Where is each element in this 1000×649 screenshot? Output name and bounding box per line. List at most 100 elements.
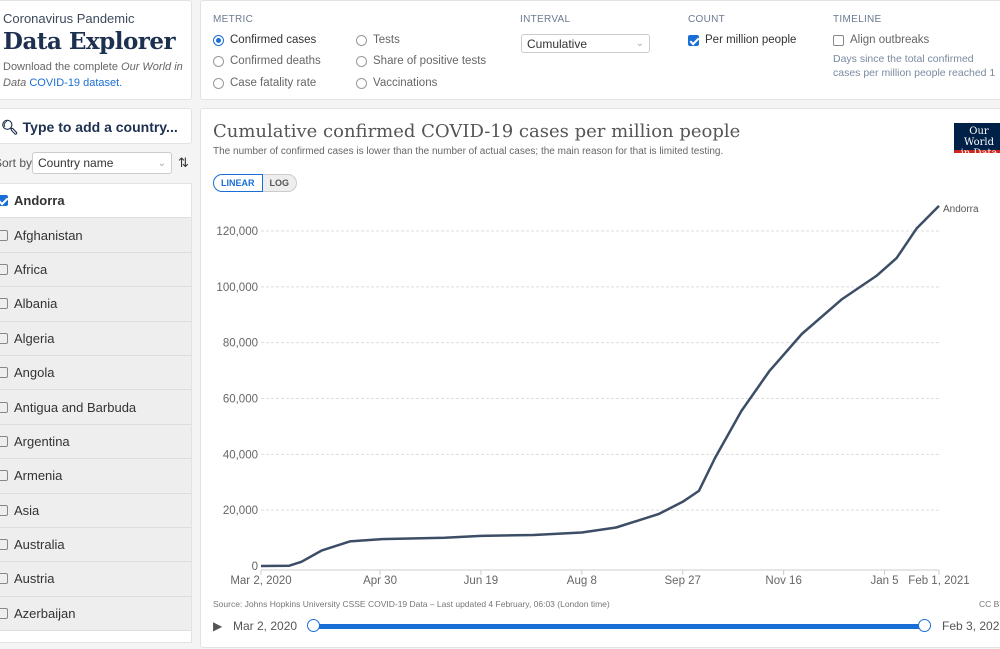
country-item[interactable]: Azerbaijan (0, 596, 191, 632)
checkbox-icon[interactable] (0, 607, 8, 619)
sort-order-icon[interactable]: ⇅ (178, 155, 189, 170)
interval-value: Cumulative (527, 36, 588, 51)
y-tick-label: 40,000 (223, 449, 258, 461)
play-icon[interactable]: ▶ (213, 619, 223, 633)
option-label: Tests (373, 34, 400, 46)
download-owid: Our World in Data (3, 61, 183, 89)
align-outbreaks-checkbox[interactable]: Align outbreaks (833, 34, 929, 46)
timeline-start: Mar 2, 2020 (233, 619, 298, 633)
checkbox-icon[interactable] (0, 367, 8, 379)
country-name: Africa (14, 261, 48, 277)
country-name: Afghanistan (14, 227, 83, 243)
country-item[interactable]: Antigua and Barbuda (0, 390, 191, 425)
country-item[interactable]: Argentina (0, 424, 191, 460)
radio-icon[interactable] (213, 55, 224, 67)
country-item[interactable]: Albania (0, 287, 191, 322)
per-million-checkbox[interactable]: Per million people (688, 34, 796, 46)
timeline-start-handle[interactable] (307, 619, 320, 632)
checkbox-icon[interactable] (0, 263, 8, 275)
license[interactable]: CC BY (979, 599, 1000, 609)
count-label: COUNT (688, 14, 726, 25)
country-name: Andorra (14, 193, 65, 209)
dataset-link[interactable]: COVID-19 dataset. (29, 77, 123, 89)
chart-title: Cumulative confirmed COVID-19 cases per … (213, 121, 741, 142)
chevron-down-icon: ⌄ (157, 157, 166, 169)
timeline-end-handle[interactable] (918, 619, 931, 632)
timeline-track[interactable] (313, 624, 925, 629)
checkbox-icon[interactable] (0, 435, 8, 447)
log-button[interactable]: LOG (262, 174, 297, 192)
align-note: Days since the total confirmed cases per… (833, 53, 996, 79)
country-item[interactable]: Africa (0, 252, 191, 288)
country-name: Antigua and Barbuda (14, 399, 137, 415)
chevron-down-icon: ⌄ (635, 38, 644, 49)
y-tick-label: 100,000 (216, 282, 258, 294)
download-text: Download the complete Our World in Data … (3, 59, 191, 91)
country-name: Austria (14, 571, 55, 587)
checkbox-icon[interactable] (0, 573, 8, 585)
checkbox-icon[interactable] (0, 298, 8, 310)
metric-label: METRIC (213, 14, 254, 25)
checkbox-icon[interactable] (0, 504, 8, 516)
radio-icon[interactable] (213, 77, 224, 89)
x-tick-label: Apr 30 (363, 575, 397, 587)
linear-button[interactable]: LINEAR (213, 174, 263, 192)
sort-select[interactable]: Country name ⌄ (32, 152, 172, 174)
country-item[interactable]: Andorra (0, 184, 191, 219)
interval-select[interactable]: Cumulative ⌄ (521, 34, 650, 53)
x-tick-label: Jun 19 (464, 575, 499, 587)
option-label: Align outbreaks (850, 34, 930, 46)
metric-tests[interactable]: Tests (356, 34, 400, 46)
checkbox-icon[interactable] (0, 470, 8, 482)
source-note: Source: Johns Hopkins University CSSE CO… (213, 599, 610, 609)
y-tick-label: 20,000 (223, 505, 258, 517)
checkbox-icon[interactable] (0, 195, 8, 207)
scale-toggle: LINEAR LOG (213, 174, 297, 192)
country-item[interactable]: Angola (0, 355, 191, 391)
radio-icon[interactable] (356, 34, 367, 46)
timeline-end: Feb 3, 2021 (942, 619, 1000, 633)
radio-icon[interactable] (356, 55, 367, 67)
option-label: Confirmed deaths (230, 55, 321, 67)
country-name: Algeria (14, 330, 55, 346)
metric-share-positive[interactable]: Share of positive tests (356, 55, 486, 67)
checkbox-icon[interactable] (688, 34, 699, 46)
country-name: Albania (14, 296, 58, 312)
option-label: Share of positive tests (373, 55, 487, 67)
chart-subtitle: The number of confirmed cases is lower t… (213, 146, 724, 157)
country-item[interactable]: Australia (0, 527, 191, 563)
interval-label: INTERVAL (520, 14, 571, 25)
country-name: Argentina (14, 433, 70, 449)
series-line-andorra (260, 205, 940, 568)
metric-confirmed-cases[interactable]: Confirmed cases (213, 34, 316, 46)
x-tick-label: Jan 5 (870, 575, 898, 587)
app-title: Data Explorer (3, 28, 176, 55)
radio-icon[interactable] (213, 34, 224, 46)
checkbox-icon[interactable] (0, 229, 8, 241)
country-search[interactable]: 🔍︎ Type to add a country... (0, 108, 192, 144)
download-prefix: Download the complete (3, 61, 122, 73)
checkbox-icon[interactable] (0, 332, 8, 344)
country-item[interactable]: Asia (0, 493, 191, 528)
country-item[interactable]: Armenia (0, 459, 191, 494)
search-icon: 🔍︎ (1, 119, 19, 135)
owid-logo[interactable]: Our World in Data (954, 123, 1000, 159)
country-name: Angola (14, 365, 55, 381)
y-tick-label: 80,000 (223, 338, 258, 350)
checkbox-icon[interactable] (0, 539, 8, 551)
sort-label: Sort by (0, 156, 33, 170)
country-item[interactable]: Austria (0, 562, 191, 597)
radio-icon[interactable] (356, 77, 367, 89)
metric-case-fatality-rate[interactable]: Case fatality rate (213, 77, 316, 89)
country-name: Australia (14, 537, 65, 553)
country-item[interactable]: Afghanistan (0, 218, 191, 253)
line-chart: 0 20,000 40,000 60,000 80,000 100,000 120,000 M… (216, 204, 979, 587)
metric-confirmed-deaths[interactable]: Confirmed deaths (213, 55, 321, 67)
checkbox-icon[interactable] (833, 34, 844, 46)
checkbox-icon[interactable] (0, 401, 8, 413)
option-label: Per million people (705, 34, 797, 46)
metric-vaccinations[interactable]: Vaccinations (356, 77, 437, 89)
timeline-slider: ▶ Mar 2, 2020 Feb 3, 2021 (213, 617, 1000, 637)
sort-value: Country name (38, 156, 114, 170)
country-item[interactable]: Algeria (0, 321, 191, 356)
